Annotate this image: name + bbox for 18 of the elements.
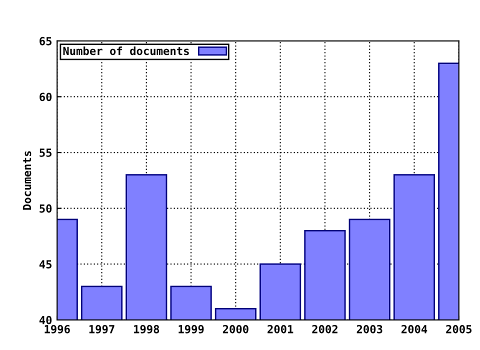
y-tick-label: 60 [40, 92, 52, 102]
x-tick-label: 1999 [178, 325, 204, 334]
x-tick-label: 2005 [446, 324, 472, 334]
x-tick-label: 1998 [134, 324, 160, 334]
y-axis-title: Documents [22, 151, 32, 210]
y-tick-label: 55 [40, 148, 52, 157]
y-tick-label: 45 [39, 260, 52, 268]
x-tick-label: 2003 [356, 324, 382, 334]
legend-label: Number of documents [63, 46, 189, 56]
x-tick-label: 2000 [222, 324, 248, 334]
y-tick-label: 50 [40, 204, 52, 213]
x-tick-label: 1997 [89, 325, 114, 334]
y-tick-label: 40 [39, 316, 52, 324]
x-tick-label: 2004 [401, 324, 428, 334]
x-tick-label: 1996 [44, 324, 70, 334]
x-tick-label: 2001 [268, 324, 294, 334]
y-tick-label: 65 [40, 36, 52, 46]
x-tick-label: 2002 [312, 324, 338, 334]
